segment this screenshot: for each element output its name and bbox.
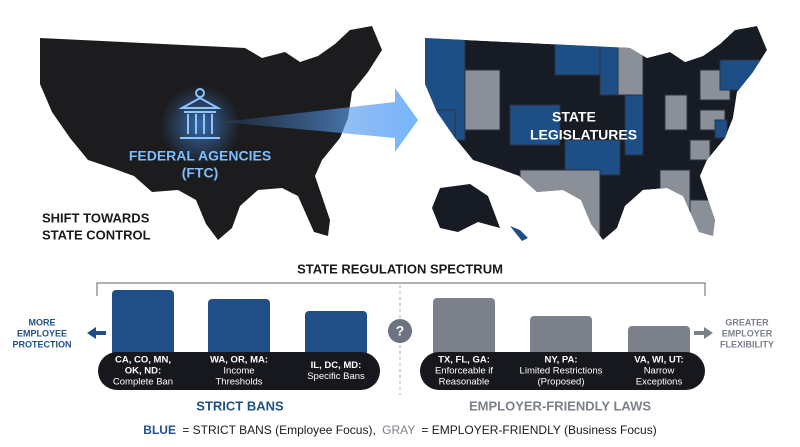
state-label: STATE [552, 109, 596, 125]
legend-text: = STRICT BANS (Employee Focus), [182, 423, 376, 437]
state-label: LEGISLATURES [530, 127, 637, 143]
item-rule: (Proposed) [538, 377, 585, 388]
bar [112, 290, 174, 362]
shift-label: SHIFT TOWARDS [42, 210, 150, 225]
left-arrow [87, 327, 106, 339]
item-states: NY, PA: [544, 355, 577, 366]
item-states: TX, FL, GA: [438, 355, 490, 366]
item-rule: Thresholds [216, 377, 263, 388]
spectrum-bracket [96, 282, 706, 296]
alaska [432, 184, 500, 232]
item-rule: Specific Bans [307, 371, 365, 382]
item-rule: Complete Ban [113, 377, 173, 388]
item-rule: Enforceable if [435, 366, 493, 377]
side-label: EMPLOYER [722, 328, 773, 338]
federal-building-icon [178, 88, 222, 139]
side-label: GREATER [725, 317, 769, 327]
item-states: IL, DC, MD: [311, 360, 362, 371]
side-label: FLEXIBILITY [720, 339, 774, 349]
side-label: MORE [29, 317, 56, 327]
bar [208, 299, 270, 362]
label-pill [420, 352, 705, 390]
divider-circle [388, 319, 412, 343]
divider-mark: ? [396, 323, 405, 339]
legend: BLUE = STRICT BANS (Employee Focus), GRA… [143, 423, 656, 437]
legend-gray: GRAY [382, 423, 415, 437]
item-rule: Reasonable [439, 377, 490, 388]
federal-label: (FTC) [182, 165, 219, 181]
side-label: EMPLOYEE [17, 328, 67, 338]
legend-blue: BLUE [143, 423, 176, 437]
item-states: WA, OR, MA: [210, 355, 268, 366]
icon-glow [160, 85, 240, 165]
item-rule: Income [223, 366, 254, 377]
item-rule: Exceptions [636, 377, 683, 388]
legend-text: = EMPLOYER-FRIENDLY (Business Focus) [421, 423, 656, 437]
shift-label: STATE CONTROL [42, 227, 151, 242]
right-arrow [694, 327, 713, 339]
hawaii [510, 226, 528, 241]
group-title: STRICT BANS [196, 398, 284, 413]
bar [530, 316, 592, 362]
item-states: CA, CO, MN, [115, 355, 171, 366]
federal-label: FEDERAL AGENCIES [129, 148, 271, 164]
item-rule: Narrow [644, 366, 675, 377]
group-title: EMPLOYER-FRIENDLY LAWS [469, 398, 651, 413]
item-states: OK, ND: [125, 366, 161, 377]
item-rule: Limited Restrictions [520, 366, 603, 377]
spectrum-title: STATE REGULATION SPECTRUM [297, 261, 503, 276]
bar [305, 311, 367, 362]
shift-arrow [222, 88, 418, 152]
bar [433, 298, 495, 362]
label-pill [98, 352, 380, 390]
item-states: VA, WI, UT: [634, 355, 683, 366]
side-label: PROTECTION [12, 339, 71, 349]
